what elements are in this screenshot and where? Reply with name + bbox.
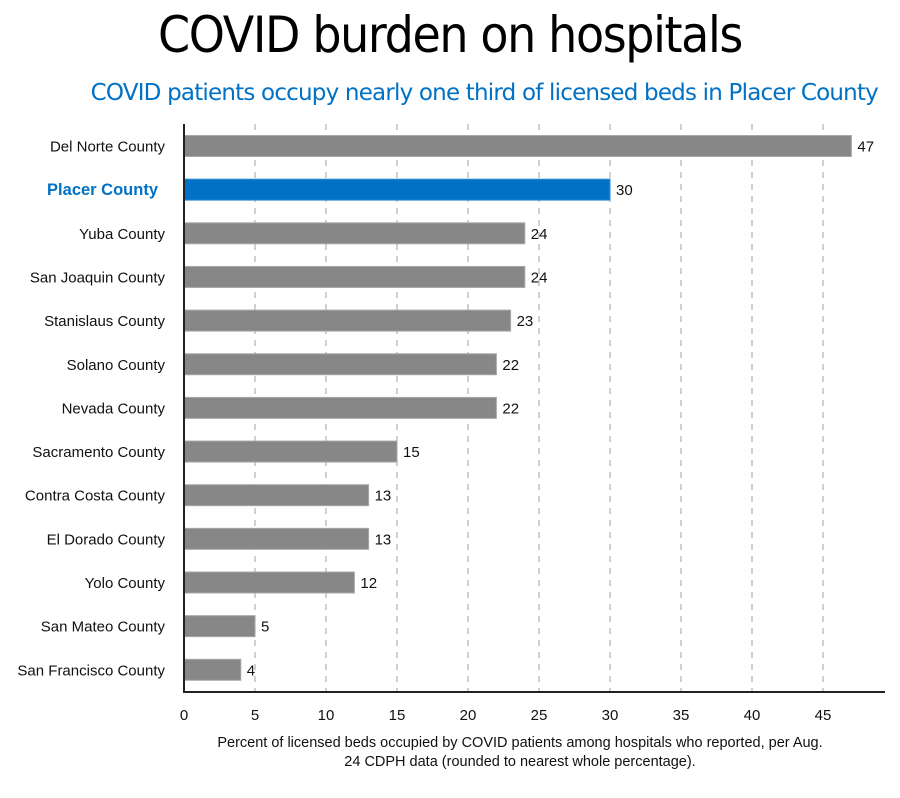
bar bbox=[183, 658, 242, 681]
value-label: 22 bbox=[502, 400, 519, 417]
category-label: Yolo County bbox=[85, 575, 166, 592]
value-labels: 47 30 24 24 23 22 22 15 13 13 12 5 4 bbox=[247, 139, 874, 680]
axes bbox=[183, 124, 885, 693]
bar bbox=[183, 135, 852, 157]
category-label: Placer County bbox=[47, 181, 159, 199]
x-tick-label: 20 bbox=[460, 707, 477, 724]
x-axis-caption-line-2: 24 CDPH data (rounded to nearest whole p… bbox=[344, 754, 696, 770]
category-label: Stanislaus County bbox=[44, 313, 165, 330]
bar-highlight bbox=[183, 178, 611, 201]
value-label: 13 bbox=[375, 531, 392, 548]
x-tick-label: 15 bbox=[389, 707, 406, 724]
gridlines bbox=[254, 124, 824, 692]
bar bbox=[183, 571, 355, 594]
x-tick-label: 35 bbox=[673, 707, 690, 724]
category-label: Contra Costa County bbox=[25, 488, 166, 505]
value-label: 13 bbox=[375, 488, 392, 505]
bar bbox=[183, 396, 497, 419]
bar bbox=[183, 222, 526, 245]
value-label: 23 bbox=[517, 313, 534, 330]
bar bbox=[183, 265, 526, 288]
category-label: San Mateo County bbox=[41, 619, 166, 636]
category-label: Solano County bbox=[67, 357, 166, 374]
value-label: 12 bbox=[360, 575, 377, 592]
category-label: San Joaquin County bbox=[30, 269, 166, 286]
bar bbox=[183, 309, 512, 332]
x-tick-label: 0 bbox=[180, 707, 188, 724]
x-axis-caption-line-1: Percent of licensed beds occupied by COV… bbox=[217, 735, 823, 751]
bar bbox=[183, 440, 398, 463]
value-label: 22 bbox=[502, 357, 519, 374]
x-tick-labels: 0 5 10 15 20 25 30 35 40 45 bbox=[180, 707, 832, 724]
category-label: Nevada County bbox=[62, 400, 166, 417]
chart-subtitle: COVID patients occupy nearly one third o… bbox=[90, 80, 879, 106]
value-label: 4 bbox=[247, 662, 255, 679]
bar bbox=[183, 484, 370, 507]
bar bbox=[183, 353, 497, 376]
x-tick-label: 5 bbox=[251, 707, 259, 724]
x-axis-caption: Percent of licensed beds occupied by COV… bbox=[150, 734, 890, 772]
bar bbox=[183, 615, 256, 638]
x-tick-label: 40 bbox=[744, 707, 761, 724]
x-tick-label: 25 bbox=[531, 707, 548, 724]
category-label: Yuba County bbox=[79, 226, 165, 243]
category-label: El Dorado County bbox=[47, 531, 166, 548]
x-tick-label: 30 bbox=[602, 707, 619, 724]
x-tick-label: 45 bbox=[815, 707, 832, 724]
value-label: 30 bbox=[616, 182, 633, 199]
category-labels: Del Norte County Placer County Yuba County… bbox=[17, 139, 165, 680]
category-label: San Francisco County bbox=[17, 662, 165, 679]
x-tick-label: 10 bbox=[318, 707, 335, 724]
value-label: 15 bbox=[403, 444, 420, 461]
value-label: 24 bbox=[531, 226, 548, 243]
category-label: Sacramento County bbox=[32, 444, 165, 461]
value-label: 47 bbox=[857, 139, 874, 156]
bar bbox=[183, 527, 370, 550]
value-label: 24 bbox=[531, 269, 548, 286]
category-label: Del Norte County bbox=[50, 139, 166, 156]
value-label: 5 bbox=[261, 619, 269, 636]
chart-title: COVID burden on hospitals bbox=[158, 6, 743, 64]
